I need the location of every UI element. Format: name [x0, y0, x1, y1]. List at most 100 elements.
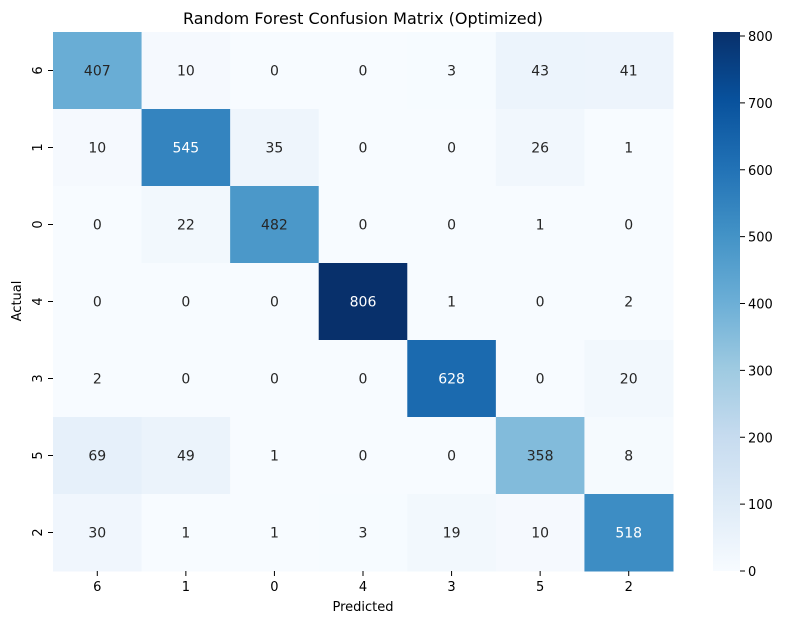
heatmap-cell [584, 340, 674, 418]
cell-value-label: 1 [624, 141, 633, 157]
heatmap-cell [53, 32, 143, 110]
cell-value-label: 22 [177, 218, 195, 234]
x-axis-label: Predicted [332, 600, 393, 615]
cell-value-label: 1 [270, 526, 279, 542]
cell-value-label: 2 [624, 295, 633, 311]
colorbar-tick-label: 500 [748, 231, 773, 246]
heatmap-cell [584, 417, 674, 495]
cell-value-label: 628 [438, 372, 465, 388]
cell-value-label: 19 [443, 526, 461, 542]
cell-value-label: 8 [624, 449, 633, 465]
heatmap-cell [407, 263, 497, 341]
x-tick-label: 6 [93, 580, 101, 595]
y-tick-label: 2 [31, 528, 46, 536]
y-tick-label: 6 [31, 66, 46, 74]
heatmap-cell [53, 263, 143, 341]
cell-value-label: 358 [527, 449, 554, 465]
cell-value-label: 0 [270, 64, 279, 80]
cell-value-label: 0 [270, 372, 279, 388]
cell-value-label: 69 [88, 449, 106, 465]
heatmap-cell [230, 186, 320, 264]
heatmap-cell [230, 417, 320, 495]
cell-value-label: 0 [270, 295, 279, 311]
cell-value-label: 0 [447, 449, 456, 465]
heatmap-cell [407, 32, 497, 110]
colorbar-tick-label: 400 [748, 298, 773, 313]
heatmap-cell [318, 263, 408, 341]
heatmap-cell [141, 186, 231, 264]
heatmap-cell [495, 417, 585, 495]
x-tick-label: 2 [625, 580, 633, 595]
x-tick-label: 4 [359, 580, 367, 595]
cell-value-label: 0 [181, 372, 190, 388]
cell-value-label: 806 [350, 295, 377, 311]
cell-value-label: 407 [84, 64, 111, 80]
y-tick-label: 0 [31, 220, 46, 228]
cell-value-label: 0 [359, 218, 368, 234]
x-tick-label: 0 [270, 580, 278, 595]
heatmap-cell [495, 263, 585, 341]
heatmap-cell [53, 494, 143, 572]
heatmap-cell [318, 32, 408, 110]
cell-value-label: 1 [270, 449, 279, 465]
cell-value-label: 20 [620, 372, 638, 388]
cell-value-label: 0 [93, 218, 102, 234]
cell-value-label: 41 [620, 64, 638, 80]
y-tick-label: 5 [31, 451, 46, 459]
heatmap-cell [495, 186, 585, 264]
heatmap-cell [407, 340, 497, 418]
cell-value-label: 1 [181, 526, 190, 542]
cell-value-label: 518 [615, 526, 642, 542]
x-tick-label: 3 [447, 580, 455, 595]
cell-value-label: 0 [624, 218, 633, 234]
heatmap-cell [141, 109, 231, 187]
cell-value-label: 49 [177, 449, 195, 465]
heatmap-cell [53, 340, 143, 418]
cell-value-label: 0 [359, 372, 368, 388]
cell-value-label: 0 [536, 372, 545, 388]
cell-value-label: 1 [536, 218, 545, 234]
cell-value-label: 10 [531, 526, 549, 542]
cell-value-label: 0 [447, 141, 456, 157]
cell-value-label: 0 [359, 64, 368, 80]
heatmap-cell [407, 494, 497, 572]
heatmap-cell [141, 263, 231, 341]
heatmap-cell [53, 109, 143, 187]
y-tick-label: 4 [31, 297, 46, 305]
colorbar-tick-label: 300 [748, 364, 773, 379]
heatmap-cell [584, 32, 674, 110]
cell-value-label: 0 [359, 449, 368, 465]
cell-value-label: 0 [536, 295, 545, 311]
cell-value-label: 10 [177, 64, 195, 80]
heatmap-cell [495, 32, 585, 110]
cell-value-label: 482 [261, 218, 288, 234]
colorbar [713, 32, 740, 571]
colorbar-ticks: 0 100 200 300 400 500 600 700 800 [740, 30, 773, 580]
heatmap-cell [407, 417, 497, 495]
y-tick-label: 3 [31, 374, 46, 382]
x-axis-ticks: 6 1 0 4 3 5 2 [93, 571, 633, 595]
heatmap-cell [318, 494, 408, 572]
heatmap-cell [230, 32, 320, 110]
heatmap-cell [584, 263, 674, 341]
colorbar-tick-label: 100 [748, 498, 773, 513]
cell-value-label: 43 [531, 64, 549, 80]
heatmap-cell [584, 109, 674, 187]
chart-title: Random Forest Confusion Matrix (Optimize… [183, 9, 543, 28]
colorbar-tick-label: 0 [748, 565, 756, 580]
colorbar-tick-label: 700 [748, 97, 773, 112]
heatmap-cell [141, 417, 231, 495]
heatmap-cell [318, 109, 408, 187]
y-tick-label: 1 [31, 143, 46, 151]
x-tick-label: 5 [536, 580, 544, 595]
heatmap-cell [230, 109, 320, 187]
y-axis-ticks: 6 1 0 4 3 5 2 [31, 66, 53, 537]
heatmap-cell [230, 263, 320, 341]
heatmap-cell [53, 417, 143, 495]
heatmap-cell [141, 494, 231, 572]
cell-value-label: 35 [266, 141, 284, 157]
heatmap-cell [230, 340, 320, 418]
cell-value-label: 3 [359, 526, 368, 542]
